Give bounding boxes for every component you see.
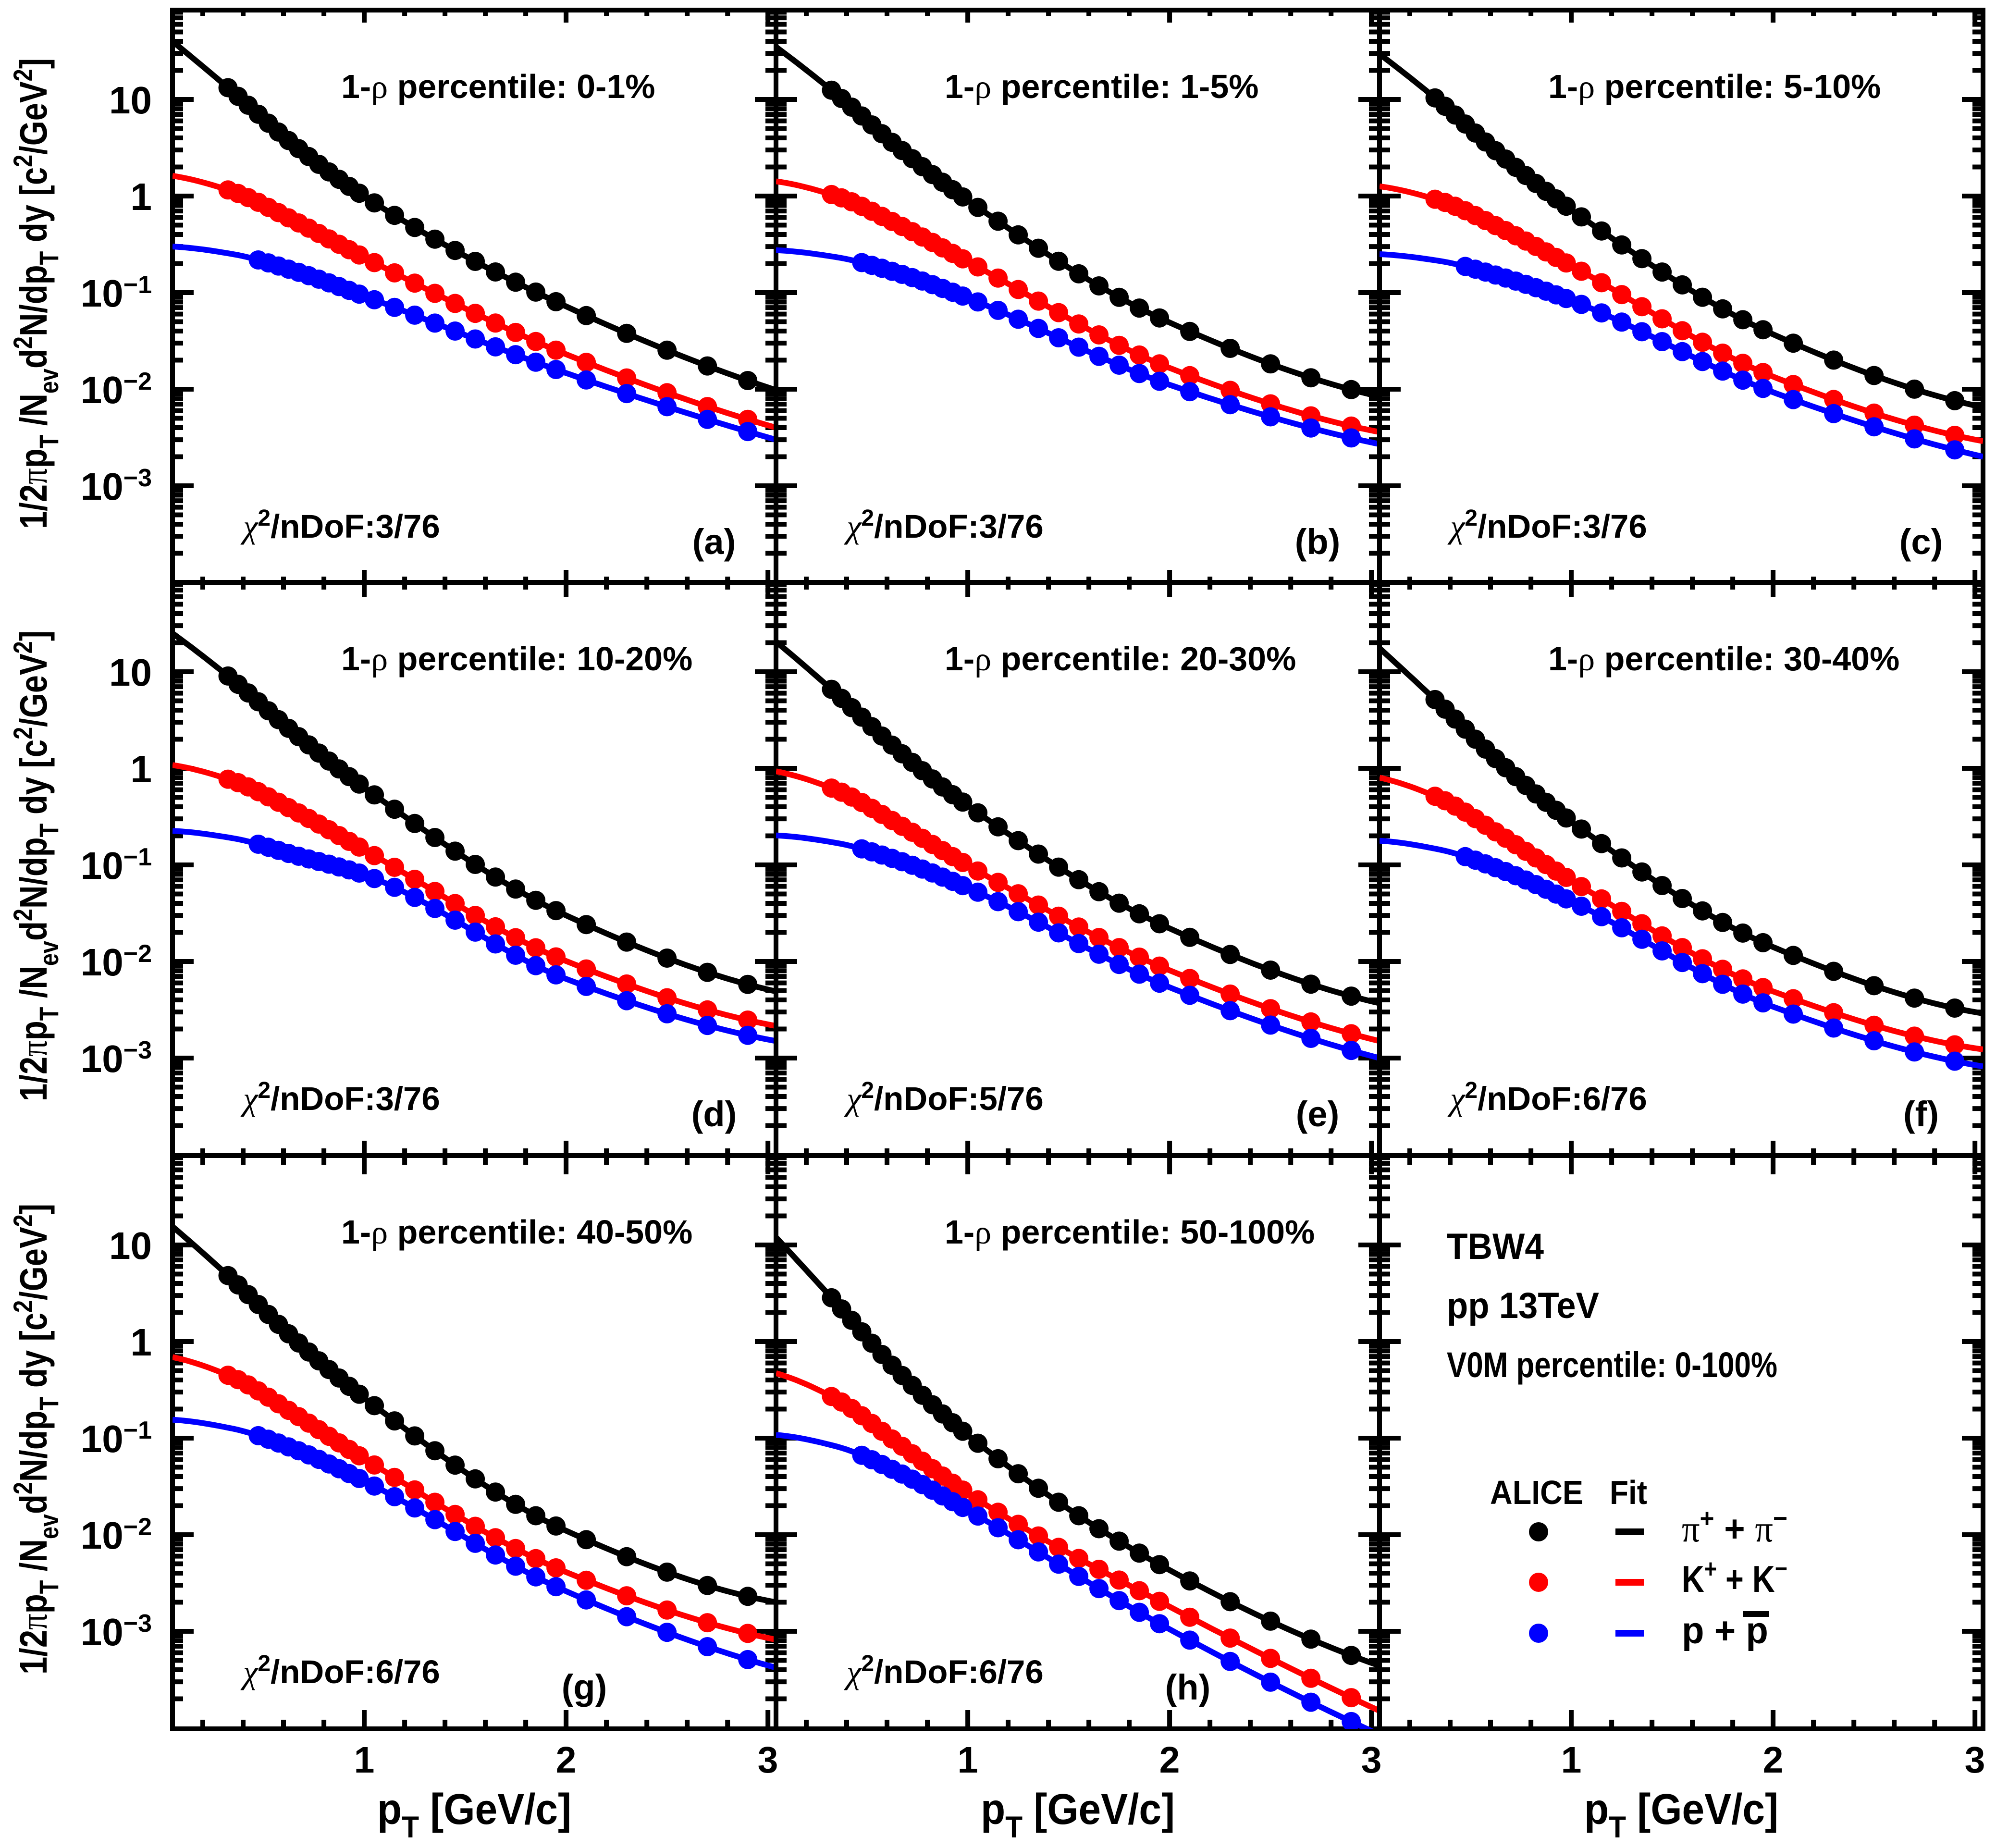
svg-text:10−1: 10−1 <box>81 843 152 887</box>
svg-text:(h): (h) <box>1165 1667 1211 1707</box>
svg-text:3: 3 <box>758 1739 778 1781</box>
svg-text:χ2/nDoF:6/76: χ2/nDoF:6/76 <box>844 1651 1044 1690</box>
svg-text:2: 2 <box>1159 1739 1180 1781</box>
svg-text:χ2/nDoF:5/76: χ2/nDoF:5/76 <box>844 1078 1044 1117</box>
svg-text:1-ρ percentile: 0-1%: 1-ρ percentile: 0-1% <box>341 68 655 106</box>
svg-text:1-ρ percentile: 10-20%: 1-ρ percentile: 10-20% <box>341 640 692 678</box>
svg-text:3: 3 <box>1361 1739 1382 1781</box>
svg-text:π+ + π−: π+ + π− <box>1682 1504 1787 1550</box>
svg-text:1/2πpT /Nevd2N/dpT dy [c2/GeV2: 1/2πpT /Nevd2N/dpT dy [c2/GeV2] <box>8 630 64 1101</box>
svg-text:χ2/nDoF:6/76: χ2/nDoF:6/76 <box>240 1651 440 1690</box>
svg-text:ALICE: ALICE <box>1490 1474 1583 1511</box>
svg-text:(b): (b) <box>1295 522 1341 562</box>
svg-text:(a): (a) <box>692 522 736 562</box>
svg-text:10−3: 10−3 <box>81 464 152 508</box>
svg-text:1/2πpT /Nevd2N/dpT dy [c2/GeV2: 1/2πpT /Nevd2N/dpT dy [c2/GeV2] <box>8 1204 64 1675</box>
svg-text:(e): (e) <box>1296 1094 1339 1134</box>
svg-text:1: 1 <box>131 748 152 790</box>
svg-text:(d): (d) <box>691 1094 737 1134</box>
svg-text:1: 1 <box>131 175 152 218</box>
svg-text:1: 1 <box>958 1739 978 1781</box>
svg-text:K+ + K−: K+ + K− <box>1682 1554 1787 1600</box>
svg-text:(f): (f) <box>1903 1094 1939 1134</box>
svg-text:10: 10 <box>109 79 152 122</box>
svg-text:(c): (c) <box>1899 522 1943 562</box>
svg-text:1-ρ percentile: 1-5%: 1-ρ percentile: 1-5% <box>945 68 1259 106</box>
svg-text:Fit: Fit <box>1610 1474 1647 1511</box>
svg-text:χ2/nDoF:3/76: χ2/nDoF:3/76 <box>240 505 440 545</box>
svg-text:V0M percentile: 0-100%: V0M percentile: 0-100% <box>1447 1345 1777 1385</box>
svg-text:pp 13TeV: pp 13TeV <box>1447 1285 1599 1326</box>
svg-text:1: 1 <box>131 1321 152 1364</box>
svg-text:1-ρ percentile: 40-50%: 1-ρ percentile: 40-50% <box>341 1213 692 1251</box>
svg-text:1/2πpT /Nevd2N/dpT dy [c2/GeV2: 1/2πpT /Nevd2N/dpT dy [c2/GeV2] <box>8 58 64 529</box>
svg-text:2: 2 <box>1763 1739 1784 1781</box>
svg-text:3: 3 <box>1965 1739 1985 1781</box>
svg-text:1-ρ percentile: 5-10%: 1-ρ percentile: 5-10% <box>1548 68 1881 106</box>
svg-text:χ2/nDoF:3/76: χ2/nDoF:3/76 <box>844 505 1044 545</box>
svg-text:(g): (g) <box>562 1667 607 1707</box>
svg-text:χ2/nDoF:6/76: χ2/nDoF:6/76 <box>1447 1078 1647 1117</box>
svg-text:10: 10 <box>109 1224 152 1267</box>
svg-text:1: 1 <box>1561 1739 1582 1781</box>
svg-text:χ2/nDoF:3/76: χ2/nDoF:3/76 <box>240 1078 440 1117</box>
svg-text:1: 1 <box>354 1739 375 1781</box>
svg-text:2: 2 <box>556 1739 577 1781</box>
svg-text:χ2/nDoF:3/76: χ2/nDoF:3/76 <box>1447 505 1647 545</box>
svg-text:1-ρ percentile: 50-100%: 1-ρ percentile: 50-100% <box>945 1213 1315 1251</box>
svg-text:TBW4: TBW4 <box>1447 1226 1544 1267</box>
svg-text:1-ρ percentile: 20-30%: 1-ρ percentile: 20-30% <box>945 640 1296 678</box>
svg-text:10: 10 <box>109 651 152 694</box>
svg-text:1-ρ percentile: 30-40%: 1-ρ percentile: 30-40% <box>1548 640 1899 678</box>
